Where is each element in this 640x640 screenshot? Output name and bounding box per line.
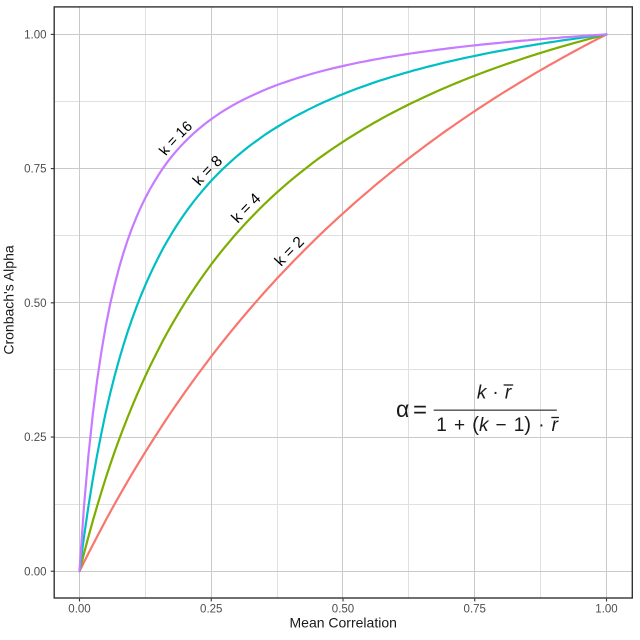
svg-text:α: α	[396, 396, 409, 422]
svg-text:0.75: 0.75	[464, 603, 486, 615]
svg-text:1 + (k − 1) · r: 1 + (k − 1) · r	[436, 413, 558, 436]
svg-text:0.75: 0.75	[24, 164, 46, 176]
svg-text:k · r: k · r	[477, 383, 512, 404]
svg-text:=: =	[413, 396, 427, 423]
svg-text:0.00: 0.00	[24, 566, 46, 578]
svg-text:0.50: 0.50	[24, 298, 46, 310]
svg-text:0.50: 0.50	[332, 603, 354, 615]
svg-text:Mean Correlation: Mean Correlation	[290, 614, 397, 630]
svg-text:0.00: 0.00	[68, 603, 90, 615]
svg-text:Cronbach's Alpha: Cronbach's Alpha	[1, 245, 17, 355]
svg-text:1.00: 1.00	[595, 603, 617, 615]
svg-text:0.25: 0.25	[200, 603, 222, 615]
svg-text:1.00: 1.00	[24, 29, 46, 41]
svg-text:0.25: 0.25	[24, 432, 46, 444]
